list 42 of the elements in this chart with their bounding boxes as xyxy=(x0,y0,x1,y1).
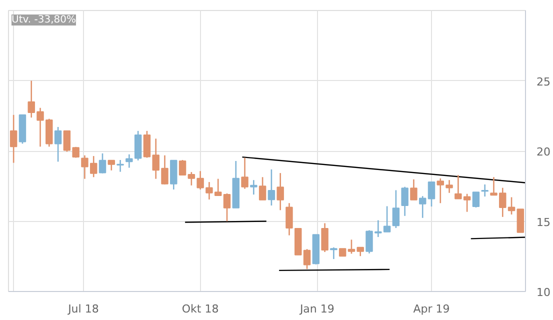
candlestick xyxy=(508,196,516,216)
x-tick-label: Okt 18 xyxy=(182,302,219,316)
annotation: Utv. -33,80% xyxy=(12,14,76,26)
candlestick xyxy=(392,190,400,229)
candlestick xyxy=(481,184,488,198)
candlestick xyxy=(178,159,186,176)
candlestick xyxy=(250,179,258,196)
candlestick xyxy=(276,172,284,211)
candlestick xyxy=(116,159,124,172)
candlestick xyxy=(258,176,266,201)
candlestick xyxy=(383,206,391,233)
x-tick-label: Apr 19 xyxy=(413,302,450,316)
candlestick xyxy=(108,160,116,172)
candlestick xyxy=(98,152,106,174)
candlestick xyxy=(516,208,524,233)
candlestick xyxy=(126,154,133,168)
candlestick xyxy=(268,168,276,206)
candlestick xyxy=(436,178,444,204)
y-tick-label: 15 xyxy=(536,216,550,229)
candlestick xyxy=(428,181,436,208)
y-tick-label: 20 xyxy=(536,146,550,158)
candlestick xyxy=(330,246,338,260)
candlestick xyxy=(446,179,453,194)
candlestick xyxy=(286,202,293,236)
candlestick xyxy=(401,186,408,217)
candlestick xyxy=(134,130,142,162)
candlestick xyxy=(223,192,231,222)
candlestick xyxy=(321,222,328,253)
candlestick xyxy=(472,192,480,208)
candlestick xyxy=(418,195,426,219)
candlestick xyxy=(348,239,356,254)
y-tick-label: 25 xyxy=(536,75,550,88)
x-tick-label: Jan 19 xyxy=(298,302,334,316)
candlestick xyxy=(410,178,418,201)
candlestick xyxy=(188,171,196,186)
candlestick xyxy=(303,248,311,270)
candlestick xyxy=(10,114,18,164)
candlestick xyxy=(170,159,178,190)
y-tick-label: 10 xyxy=(536,286,550,299)
x-tick-label: Jul 18 xyxy=(67,302,99,316)
candlestick xyxy=(241,157,248,190)
candlestick xyxy=(54,126,62,162)
